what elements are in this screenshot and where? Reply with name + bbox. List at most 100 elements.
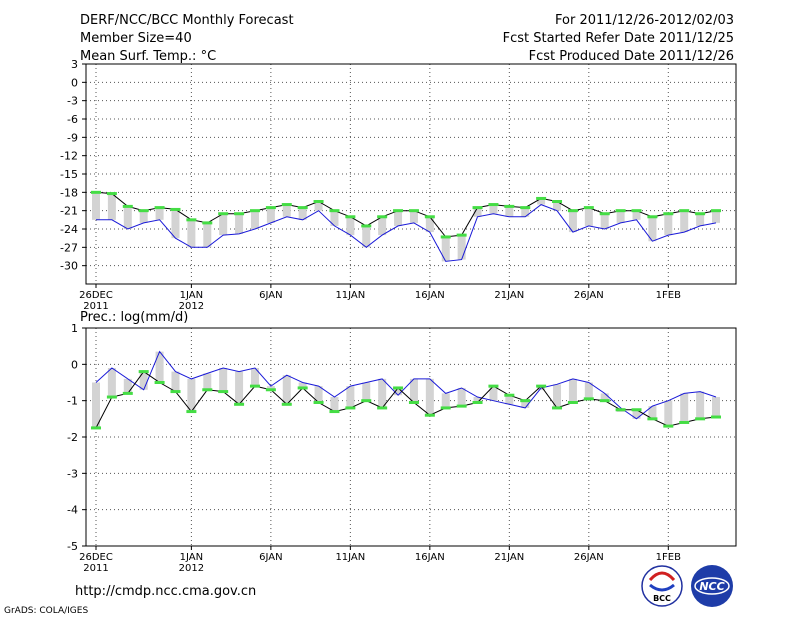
observed-marker <box>393 386 404 390</box>
x-tick-label: 6JAN <box>259 552 282 563</box>
produced-date: Fcst Produced Date 2011/12/26 <box>529 49 734 64</box>
spread-box <box>155 351 164 383</box>
observed-marker <box>297 386 308 390</box>
spread-box <box>394 210 403 226</box>
observed-marker <box>170 207 181 211</box>
observed-marker <box>536 384 547 388</box>
spread-box <box>409 378 418 403</box>
observed-marker <box>377 406 388 410</box>
x-tick-label: 16JAN <box>415 290 445 301</box>
series-line-max <box>96 204 717 262</box>
temperature-y-axis: 3 0 -3 -6 -9 -12 -15 -18 -21 -24 -27 -30 <box>60 58 86 273</box>
spread-box <box>139 210 148 223</box>
observed-marker <box>583 206 594 210</box>
spread-box <box>155 207 164 220</box>
spread-box <box>282 375 291 405</box>
spread-box <box>92 192 100 220</box>
observed-marker <box>424 413 435 417</box>
y-tick-label: -1 <box>67 395 78 408</box>
source-url[interactable]: http://cmdp.ncc.cma.gov.cn <box>75 584 256 599</box>
precip-title: Prec.: log(mm/d) <box>80 310 188 325</box>
spread-box <box>425 216 434 233</box>
observed-marker <box>647 215 658 219</box>
spread-box <box>235 213 244 234</box>
spread-box <box>378 216 387 236</box>
observed-marker <box>631 209 642 213</box>
temperature-grid <box>86 64 736 284</box>
spread-box <box>441 393 450 408</box>
x-tick-label: 26DEC <box>79 552 113 563</box>
x-tick-label: 1FEB <box>656 290 681 301</box>
observed-marker <box>313 200 324 203</box>
observed-marker <box>265 206 276 210</box>
spread-box <box>219 213 228 236</box>
observed-marker <box>202 221 213 225</box>
spread-box <box>584 382 593 399</box>
spread-box <box>250 210 259 229</box>
x-tick-label: 26DEC <box>79 290 113 301</box>
observed-marker <box>138 370 149 374</box>
spread-box <box>505 395 514 405</box>
observed-marker <box>440 235 451 239</box>
observed-marker <box>106 192 117 196</box>
observed-marker <box>361 399 372 403</box>
spread-box <box>457 235 466 260</box>
spread-box <box>521 207 530 217</box>
member-size: Member Size=40 <box>80 31 192 46</box>
x-tick-label: 21JAN <box>494 552 524 563</box>
observed-marker <box>91 190 101 194</box>
y-tick-label: -9 <box>67 131 78 144</box>
spread-box <box>584 207 593 226</box>
spread-box <box>553 384 562 408</box>
ncc-logo-text: NCC <box>699 580 724 593</box>
y-tick-label: -27 <box>60 241 78 254</box>
observed-marker <box>647 417 658 421</box>
spread-box <box>187 219 196 248</box>
x-tick-label: 26JAN <box>574 552 604 563</box>
spread-box <box>600 393 609 401</box>
spread-box <box>680 210 689 233</box>
observed-marker <box>663 212 674 216</box>
forecast-period: For 2011/12/26-2012/02/03 <box>555 13 734 28</box>
spread-box <box>362 225 371 248</box>
observed-marker <box>218 390 229 394</box>
spread-box <box>664 213 673 236</box>
spread-box <box>346 216 355 236</box>
observed-marker <box>472 400 483 404</box>
observed-marker <box>249 209 260 213</box>
spread-box <box>171 371 180 392</box>
spread-box <box>489 204 498 214</box>
y-tick-label: -3 <box>67 95 78 108</box>
spread-box <box>696 213 705 226</box>
temperature-observed <box>91 190 721 239</box>
observed-marker <box>234 402 245 406</box>
spread-box <box>616 210 625 223</box>
spread-box <box>235 371 244 405</box>
spread-box <box>680 393 689 423</box>
observed-marker <box>599 399 610 403</box>
y-tick-label: 0 <box>71 76 78 89</box>
precipitation-lines <box>95 350 717 429</box>
spread-box <box>632 409 641 419</box>
observed-marker <box>504 204 515 208</box>
spread-box <box>696 391 705 419</box>
spread-box <box>473 397 482 403</box>
y-tick-label: -12 <box>60 150 78 163</box>
observed-marker <box>186 218 197 222</box>
observed-marker <box>345 406 356 410</box>
precipitation-observed <box>91 370 721 430</box>
x-tick-year: 2011 <box>83 563 108 574</box>
spread-box <box>282 204 291 217</box>
y-tick-label: -5 <box>67 540 78 553</box>
temperature-lines <box>95 191 717 262</box>
spread-box <box>203 222 212 248</box>
bcc-logo-swirl-red <box>648 571 676 582</box>
observed-marker <box>361 224 372 228</box>
observed-marker <box>249 384 260 388</box>
observed-marker <box>202 388 213 392</box>
y-tick-label: -4 <box>67 504 78 517</box>
spread-box <box>314 386 323 403</box>
spread-box <box>171 209 180 239</box>
x-tick-year: 2012 <box>179 563 204 574</box>
observed-marker <box>408 209 419 213</box>
